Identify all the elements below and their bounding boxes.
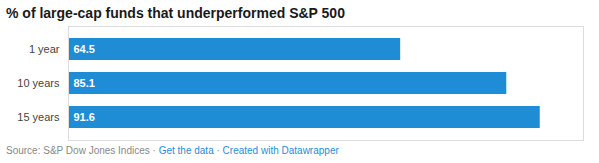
html-text:Source: S&P Dow Jones Indices: Source: S&P Dow Jones Indices · Get the …: [6, 145, 339, 156]
svg-text:91.6: 91.6: [74, 111, 95, 123]
svg-text:85.1: 85.1: [74, 77, 95, 89]
svg-text:15 years: 15 years: [17, 111, 60, 123]
html-text:% of large-cap funds that unde: % of large-cap funds that underperformed…: [6, 5, 345, 21]
svg-text:10 years: 10 years: [17, 77, 60, 89]
svg-text:1 year: 1 year: [29, 43, 60, 55]
svg-text:64.5: 64.5: [74, 43, 95, 55]
